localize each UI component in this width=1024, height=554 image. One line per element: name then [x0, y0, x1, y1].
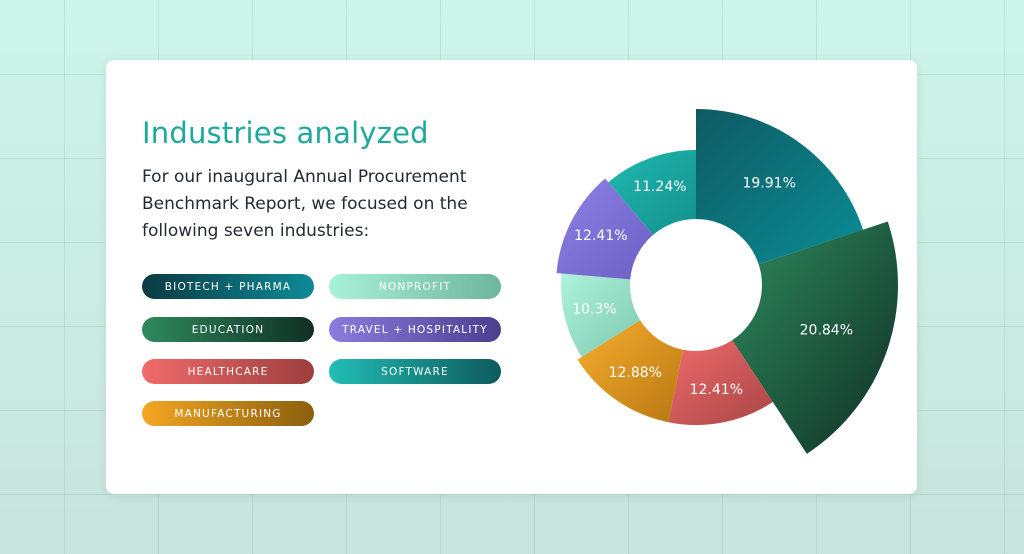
slice-label-1: 20.84% — [800, 322, 853, 338]
legend-pill-travel-hospitality: TRAVEL + HOSPITALITY — [329, 317, 501, 342]
slice-biotech-pharma — [696, 109, 864, 265]
slice-education — [732, 221, 898, 454]
chart-svg: 19.91% 20.84% 12.41% 12.88% 10.3% 12.41% 11.24… — [556, 109, 898, 454]
slice-label-6: 11.24% — [633, 179, 686, 195]
chart-labels: 19.91% 20.84% 12.41% 12.88% 10.3% 12.41% 11.24… — [572, 176, 853, 398]
intro-text: For our inaugural Annual Procurement Ben… — [142, 167, 468, 241]
slice-label-5: 12.41% — [574, 228, 627, 244]
legend-pill-education: EDUCATION — [142, 317, 314, 342]
slice-software — [608, 150, 696, 235]
slice-label-4: 10.3% — [572, 302, 616, 318]
slice-label-0: 19.91% — [742, 176, 795, 192]
industry-donut-chart: 19.91% 20.84% 12.41% 12.88% 10.3% 12.41% 11.24… — [540, 100, 900, 470]
legend-pill-software: SOFTWARE — [329, 359, 501, 384]
slice-healthcare — [668, 340, 773, 425]
legend-pill-manufacturing: MANUFACTURING — [142, 401, 314, 426]
slice-nonprofit — [561, 273, 641, 358]
chart-slices — [556, 109, 898, 454]
legend-pill-healthcare: HEALTHCARE — [142, 359, 314, 384]
page-title: Industries analyzed — [142, 116, 429, 150]
legend-pill-biotech-pharma: BIOTECH + PHARMA — [142, 274, 314, 299]
legend-pill-nonprofit: NONPROFIT — [329, 274, 501, 299]
slice-label-2: 12.41% — [690, 382, 743, 398]
slice-manufacturing — [577, 320, 683, 423]
slice-label-3: 12.88% — [609, 365, 662, 381]
slice-travel-hospitality — [556, 178, 654, 280]
